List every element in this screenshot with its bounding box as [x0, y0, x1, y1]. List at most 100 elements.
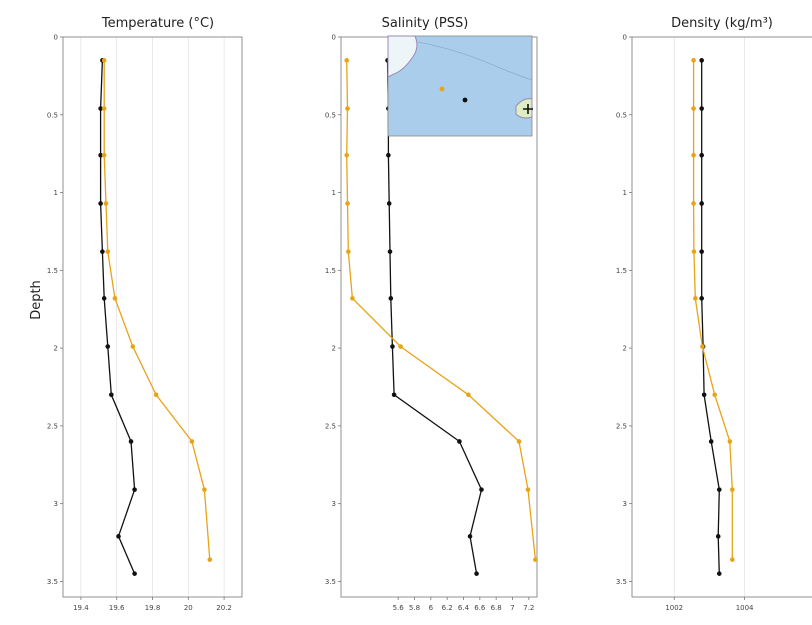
series-black-point — [390, 344, 395, 349]
panel-temperature: Temperature (°C) 0 0.5 1 1.5 2 2.5 3 3.5 19.4 19.… — [47, 16, 243, 612]
map-station-black-marker — [462, 97, 468, 103]
map-depth-contour — [417, 41, 533, 81]
x-tick-label: 5.6 — [393, 604, 405, 612]
series-orange-point — [207, 557, 213, 562]
series-black-point — [101, 296, 107, 301]
series-orange-line — [103, 60, 211, 560]
y-tick-label: 1.5 — [325, 267, 336, 275]
panel-salinity-title: Salinity (PSS) — [382, 16, 469, 31]
x-tick-label: 7 — [510, 604, 514, 612]
series-orange-point — [103, 201, 109, 206]
y-tick-label: 0.5 — [47, 111, 58, 119]
series-black-line — [386, 60, 483, 574]
map-station-orange-marker — [439, 86, 445, 92]
y-tick-label: 3.5 — [325, 578, 336, 586]
x-tick-label: 1004 — [736, 604, 754, 612]
series-orange-point — [130, 344, 136, 349]
y-tick-label: 3.5 — [616, 578, 627, 586]
series-orange-point — [101, 152, 107, 158]
y-tick-label: 0 — [54, 34, 58, 42]
x-tick-label: 6.8 — [491, 604, 502, 612]
x-tick-label: 19.8 — [145, 604, 161, 612]
series-orange-point — [112, 296, 118, 301]
series-orange-point — [700, 344, 705, 349]
series-orange-point — [712, 392, 718, 398]
y-tick-label: 3.5 — [47, 578, 58, 586]
y-tick-label: 2.5 — [325, 422, 336, 430]
panel-salinity: Salinity (PSS) 0 0.5 1 1.5 2 2.5 3 3.5 5.6 5.8 6 6.… — [325, 16, 538, 612]
series-orange-line — [692, 60, 733, 560]
series-orange-point — [729, 487, 735, 492]
series-orange-point — [202, 487, 207, 492]
x-tick-label: 6.2 — [442, 604, 453, 612]
y-tick-label: 1 — [54, 189, 58, 197]
plot-frame — [631, 36, 812, 598]
y-tick-label: 0 — [623, 34, 627, 42]
y-tick-label: 0.5 — [616, 111, 627, 119]
series-black-point — [479, 487, 484, 492]
series-orange-point — [344, 58, 350, 63]
series-orange-point — [189, 439, 195, 444]
series-orange-point — [516, 439, 522, 444]
series-black-point — [388, 296, 394, 301]
series-black-point — [716, 571, 722, 576]
y-tick-label: 2 — [332, 345, 336, 353]
y-tick-label: 2.5 — [616, 422, 627, 430]
series-orange-point — [525, 487, 531, 492]
y-tick-label: 2 — [623, 345, 627, 353]
series-black-point — [715, 534, 721, 539]
series-black-point — [474, 571, 479, 576]
panel-temperature-title: Temperature (°C) — [101, 16, 214, 31]
series-orange-point — [693, 296, 698, 301]
series-black-point — [701, 392, 707, 398]
series-black-point — [708, 439, 714, 444]
y-tick-label: 0.5 — [325, 111, 336, 119]
series-orange-point — [346, 249, 351, 254]
series-black-point — [391, 392, 397, 398]
series-orange-point — [345, 106, 350, 111]
series-black-point — [699, 152, 704, 158]
y-tick-label: 3 — [332, 500, 336, 508]
x-tick-label: 19.4 — [73, 604, 89, 612]
y-tick-label: 0 — [332, 34, 336, 42]
series-black-point — [98, 152, 103, 158]
y-axis-label: Depth — [29, 280, 44, 320]
series-orange-point — [729, 557, 735, 562]
y-tick-label: 1.5 — [47, 267, 58, 275]
x-tick-label: 1002 — [665, 604, 683, 612]
x-tick-label: 6.6 — [474, 604, 486, 612]
series-black-point — [467, 534, 473, 539]
series-orange-point — [691, 106, 696, 111]
y-tick-label: 1 — [623, 189, 627, 197]
x-tick-label: 20.2 — [216, 604, 232, 612]
panel-temperature-plot: 0 0.5 1 1.5 2 2.5 3 3.5 19.4 19.6 19.8 20 20.2 — [47, 34, 243, 612]
y-tick-label: 3 — [623, 500, 627, 508]
series-black-point — [699, 296, 704, 301]
location-map-inset — [387, 35, 533, 137]
map-coastline-land — [387, 35, 418, 78]
series-black-line — [99, 60, 136, 574]
series-orange-point — [344, 152, 350, 158]
series-black-point — [109, 392, 114, 398]
series-orange-point — [727, 439, 733, 444]
panel-salinity-plot: 0 0.5 1 1.5 2 2.5 3 3.5 5.6 5.8 6 6.2 6.4 6.6 6.8 7 7.2 — [325, 34, 538, 612]
series-black-point — [457, 439, 462, 444]
series-black-point — [105, 344, 111, 349]
series-orange-point — [398, 344, 403, 349]
series-orange-point — [153, 392, 159, 398]
panel-density-plot: 0 0.5 1 1.5 2 2.5 3 3.5 1002 1004 — [616, 34, 812, 612]
series-black-point — [128, 439, 134, 444]
x-tick-label: 19.6 — [109, 604, 125, 612]
series-orange-point — [345, 201, 350, 206]
x-tick-label: 7.2 — [523, 604, 534, 612]
series-orange-point — [105, 249, 111, 254]
series-black-point — [386, 201, 392, 206]
series-black-point — [386, 152, 391, 158]
series-black-point — [699, 201, 704, 206]
series-black-point — [699, 249, 704, 254]
y-tick-label: 1 — [332, 189, 336, 197]
panel-density-title: Density (kg/m³) — [671, 16, 773, 31]
y-tick-label: 1.5 — [616, 267, 627, 275]
y-tick-label: 2.5 — [47, 422, 58, 430]
